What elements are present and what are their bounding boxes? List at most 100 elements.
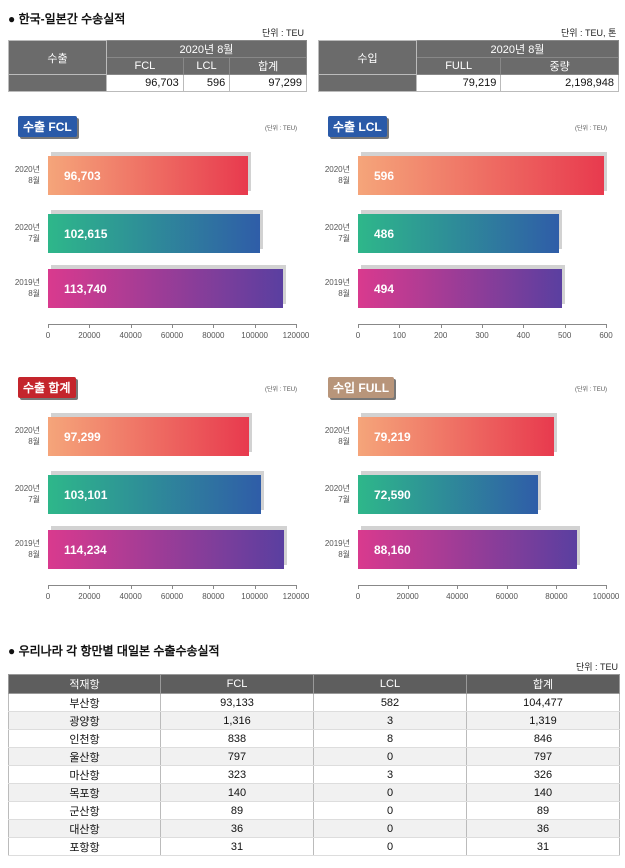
import-label: 수입: [318, 40, 417, 75]
export-unit: 단위 : TEU: [262, 28, 305, 38]
lcl-value: 3: [313, 711, 467, 730]
tick-mark: [482, 324, 483, 328]
fcl-value: 1,316: [160, 711, 314, 730]
category-month: 8월: [28, 289, 40, 298]
category-month: 7월: [28, 495, 40, 504]
tick-mark: [564, 324, 566, 328]
port-name: 목포항: [8, 783, 161, 802]
lcl-value: 582: [313, 693, 467, 712]
category-year: 2019년: [324, 539, 350, 548]
export-label: 수출: [8, 40, 107, 75]
bar: [358, 417, 555, 456]
import-summary-table: 수입 2020년 8월 FULL 중량 79,219 2,198,948: [318, 40, 619, 92]
category-month: 7월: [338, 495, 350, 504]
tick-label: 60000: [160, 592, 184, 601]
tick-mark: [523, 324, 525, 328]
category-month: 8월: [28, 550, 40, 559]
tick-label: 80000: [545, 592, 568, 601]
table-row: 목포항 140 0 140: [8, 783, 620, 802]
lcl-value: 0: [313, 747, 467, 766]
import-value-full: 79,219: [415, 74, 502, 92]
port-name: 대산항: [8, 819, 161, 838]
category-month: 8월: [28, 176, 40, 185]
tick-mark: [89, 324, 91, 328]
category-month: 8월: [28, 437, 40, 446]
fcl-value: 838: [160, 729, 314, 748]
tick-label: 60000: [160, 331, 184, 340]
fcl-value: 89: [160, 801, 314, 820]
tick-mark: [213, 324, 215, 328]
category-month: 8월: [338, 550, 350, 559]
tick-mark: [399, 324, 401, 328]
tick-mark: [296, 585, 297, 589]
category-year: 2019년: [324, 278, 350, 287]
total-value: 1,319: [466, 711, 620, 730]
category-year: 2019년: [14, 539, 40, 548]
export-summary-table: 수출 2020년 8월 FCL LCL 합계 96,703 596 97,299: [8, 40, 307, 92]
tick-label: 120000: [282, 592, 310, 601]
fcl-value: 323: [160, 765, 314, 784]
bar: [358, 156, 605, 195]
import-unit: 단위 : TEU, 톤: [561, 28, 617, 38]
tick-mark: [172, 324, 173, 328]
chart-export-fcl: 수출 FCL (단위 : TEU) 96,703 2020년 8월 102,615 2020…: [0, 114, 315, 354]
table-row: 마산항 323 3 326: [8, 765, 620, 784]
tick-label: 100000: [241, 331, 268, 340]
tick-label: 100: [392, 331, 406, 340]
bar-label: 113,740: [64, 282, 107, 296]
tick-label: 20000: [78, 592, 101, 601]
table-row: 울산항 797 0 797: [8, 747, 620, 766]
bar: [358, 530, 577, 569]
category-year: 2020년: [14, 165, 40, 174]
tick-label: 600: [599, 331, 613, 340]
bar-label: 114,234: [64, 543, 107, 557]
chart-title: 수출 FCL: [18, 116, 77, 137]
category-year: 2020년: [324, 426, 350, 435]
bar-label: 88,160: [374, 543, 411, 557]
tick-label: 300: [475, 331, 489, 340]
chart-unit: (단위 : TEU): [265, 387, 298, 393]
tick-mark: [296, 324, 297, 328]
category-month: 7월: [338, 234, 350, 243]
tick-mark: [172, 585, 173, 589]
category-year: 2020년: [324, 165, 350, 174]
tick-label: 80000: [202, 592, 225, 601]
export-col-lcl: LCL: [182, 57, 231, 75]
ports-table: 적재항 FCL LCL 합계 부산항 93,133 582 104,477 광양항 1,3…: [8, 674, 620, 856]
fcl-value: 140: [160, 783, 314, 802]
total-value: 846: [466, 729, 620, 748]
ports-header-port: 적재항: [8, 674, 161, 694]
chart-title: 수출 합계: [18, 377, 76, 398]
port-name: 광양항: [8, 711, 161, 730]
section-title-ports: ● 우리나라 각 항만별 대일본 수출수송실적: [8, 644, 220, 658]
port-name: 포항항: [8, 837, 161, 856]
fcl-value: 797: [160, 747, 314, 766]
lcl-value: 3: [313, 765, 467, 784]
tick-label: 120000: [282, 331, 310, 340]
chart-unit: (단위 : TEU): [575, 387, 608, 393]
tick-mark: [407, 585, 409, 589]
table-row: 대산항 36 0 36: [8, 819, 620, 838]
export-value-fcl: 96,703: [106, 74, 184, 92]
bar: [48, 156, 248, 195]
ports-unit: 단위 : TEU: [576, 662, 619, 672]
import-col-full: FULL: [415, 57, 502, 75]
category-year: 2020년: [324, 223, 350, 232]
category-year: 2020년: [14, 484, 40, 493]
bar: [48, 214, 261, 253]
tick-mark: [48, 324, 49, 328]
tick-mark: [457, 585, 459, 589]
export-value-total: 97,299: [229, 74, 307, 92]
x-axis-line: [358, 585, 606, 586]
tick-label: 100000: [241, 592, 268, 601]
section-title-korea-japan: ● 한국-일본간 수송실적: [8, 12, 126, 26]
tick-label: 20000: [396, 592, 419, 601]
total-value: 31: [466, 837, 620, 856]
tick-mark: [130, 324, 132, 328]
category-label: 2019년 8월: [4, 277, 40, 299]
category-year: 2020년: [14, 223, 40, 232]
tick-label: 80000: [202, 331, 225, 340]
category-month: 8월: [338, 437, 350, 446]
tick-mark: [358, 585, 359, 589]
tick-mark: [254, 324, 256, 328]
